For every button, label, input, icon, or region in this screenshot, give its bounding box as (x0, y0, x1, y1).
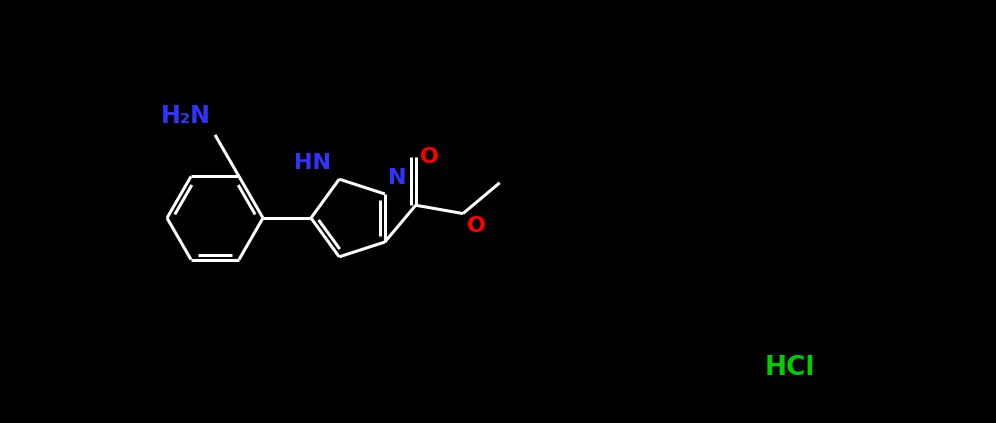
Text: N: N (387, 168, 406, 188)
Text: H₂N: H₂N (161, 104, 211, 128)
Text: HN: HN (294, 153, 332, 173)
Text: HCl: HCl (765, 355, 816, 381)
Text: O: O (419, 147, 438, 167)
Text: O: O (467, 216, 486, 236)
